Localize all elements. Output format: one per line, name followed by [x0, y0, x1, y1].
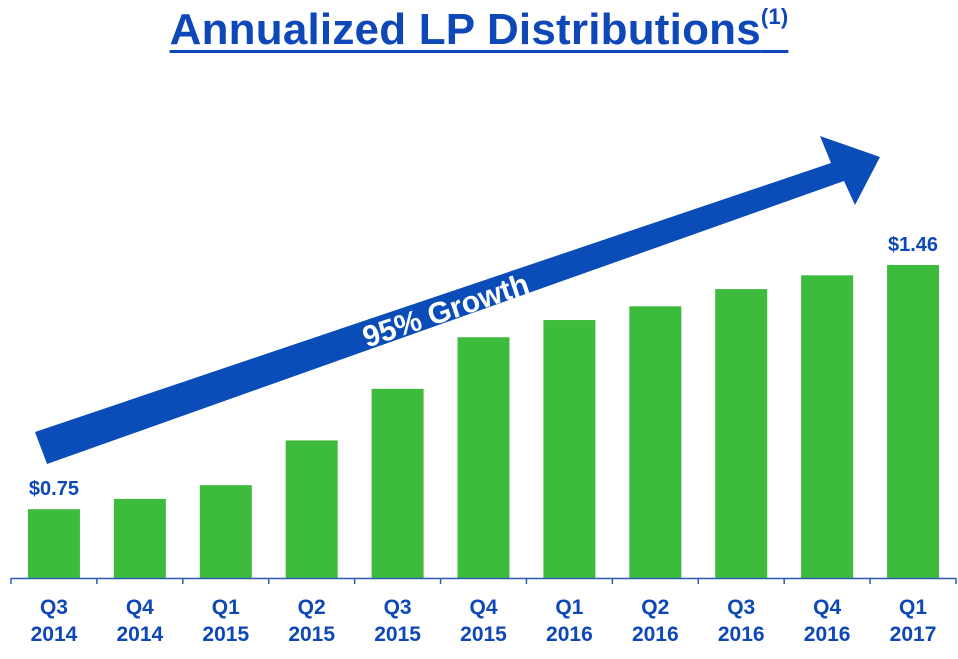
tick-label-year: 2015 [460, 623, 507, 646]
chart-title: Annualized LP Distributions(1) [0, 4, 958, 55]
x-axis-tick-labels: Q3 2014 Q4 2014 Q1 2015 Q2 2015 Q3 2015 Q4 2015 Q1 20… [31, 596, 937, 646]
bar-q2-2015 [285, 440, 338, 578]
data-label: $1.46 [888, 234, 938, 256]
tick-label-year: 2016 [718, 623, 765, 646]
tick-label-quarter: Q1 [899, 596, 927, 619]
bar-q1-2016 [543, 320, 596, 578]
title-text: Annualized LP Distributions(1) [169, 4, 789, 54]
bar-q4-2016 [801, 275, 854, 578]
data-label: $0.75 [29, 478, 79, 500]
tick-label-year: 2014 [31, 623, 78, 646]
x-axis-ticks [10, 578, 957, 584]
tick-label-quarter: Q1 [212, 596, 240, 619]
tick-label-quarter: Q2 [641, 596, 669, 619]
growth-arrow-shape [35, 136, 880, 464]
tick-label-quarter: Q4 [126, 596, 154, 619]
bar-q3-2015 [371, 388, 424, 578]
data-labels: $0.75 $1.46 [29, 234, 938, 500]
title-main: Annualized LP Distributions [169, 5, 761, 54]
tick-label-quarter: Q1 [555, 596, 583, 619]
tick-label-year: 2016 [632, 623, 679, 646]
bar-q2-2016 [629, 306, 682, 578]
bar-q4-2014 [113, 498, 166, 578]
tick-label-quarter: Q2 [298, 596, 326, 619]
tick-label-year: 2015 [288, 623, 335, 646]
bar-q3-2016 [715, 289, 768, 578]
tick-label-year: 2016 [546, 623, 593, 646]
tick-label-year: 2017 [890, 623, 937, 646]
title-footnote-marker: (1) [760, 4, 789, 29]
tick-label-quarter: Q4 [469, 596, 497, 619]
bar-q1-2017 [887, 265, 940, 578]
tick-label-year: 2015 [374, 623, 421, 646]
tick-label-year: 2014 [117, 623, 164, 646]
bar-q1-2015 [199, 485, 252, 578]
tick-label-quarter: Q3 [40, 596, 68, 619]
bar-q3-2014 [27, 509, 80, 578]
bars-layer [27, 265, 940, 578]
tick-label-year: 2015 [202, 623, 249, 646]
tick-label-quarter: Q3 [384, 596, 412, 619]
tick-label-quarter: Q4 [813, 596, 841, 619]
bar-q4-2015 [457, 337, 510, 578]
tick-label-year: 2016 [804, 623, 851, 646]
tick-label-quarter: Q3 [727, 596, 755, 619]
